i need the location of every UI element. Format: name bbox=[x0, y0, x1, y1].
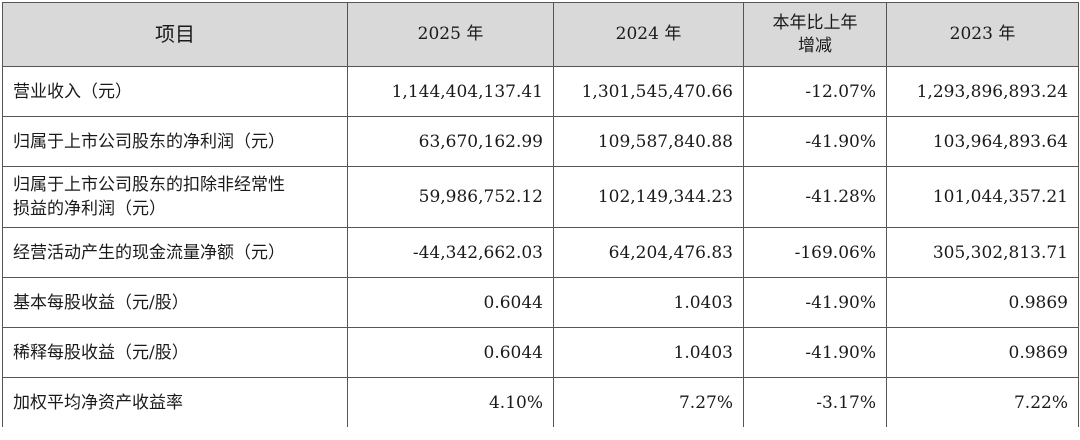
cell-2024: 1.0403 bbox=[553, 327, 744, 378]
cell-2025: 1,144,404,137.41 bbox=[347, 66, 554, 117]
cell-2024: 1.0403 bbox=[553, 277, 744, 328]
cell-2025: 4.10% bbox=[347, 377, 554, 427]
cell-change: -3.17% bbox=[743, 377, 887, 427]
header-change-line2: 增减 bbox=[798, 35, 832, 56]
header-2024: 2024 年 bbox=[553, 2, 744, 67]
cell-change: -41.28% bbox=[743, 166, 887, 228]
table-row-revenue: 营业收入（元） 1,144,404,137.41 1,301,545,470.6… bbox=[2, 66, 1079, 117]
header-2025: 2025 年 bbox=[347, 2, 554, 67]
financial-summary-table: 项目 2025 年 2024 年 本年比上年 增减 2023 年 营业收入（元）… bbox=[2, 2, 1079, 427]
cell-2024: 102,149,344.23 bbox=[553, 166, 744, 228]
cell-2024: 64,204,476.83 bbox=[553, 227, 744, 278]
cell-change: -41.90% bbox=[743, 327, 887, 378]
cell-change: -169.06% bbox=[743, 227, 887, 278]
row-label: 归属于上市公司股东的净利润（元） bbox=[2, 116, 348, 167]
table-header-row: 项目 2025 年 2024 年 本年比上年 增减 2023 年 bbox=[2, 2, 1079, 67]
row-label-line1: 归属于上市公司股东的扣除非经常性 bbox=[13, 175, 285, 195]
row-label-line2: 损益的净利润（元） bbox=[13, 199, 166, 219]
cell-2023: 7.22% bbox=[886, 377, 1079, 427]
cell-2025: -44,342,662.03 bbox=[347, 227, 554, 278]
cell-change: -41.90% bbox=[743, 116, 887, 167]
cell-2025: 0.6044 bbox=[347, 327, 554, 378]
cell-2024: 109,587,840.88 bbox=[553, 116, 744, 167]
cell-change: -41.90% bbox=[743, 277, 887, 328]
cell-2025: 59,986,752.12 bbox=[347, 166, 554, 228]
table-row-basic-eps: 基本每股收益（元/股） 0.6044 1.0403 -41.90% 0.9869 bbox=[2, 277, 1079, 328]
cell-2023: 101,044,357.21 bbox=[886, 166, 1079, 228]
header-item: 项目 bbox=[2, 2, 348, 67]
cell-change: -12.07% bbox=[743, 66, 887, 117]
row-label: 加权平均净资产收益率 bbox=[2, 377, 348, 427]
table-row-net-profit: 归属于上市公司股东的净利润（元） 63,670,162.99 109,587,8… bbox=[2, 116, 1079, 167]
header-2023: 2023 年 bbox=[886, 2, 1079, 67]
cell-2025: 63,670,162.99 bbox=[347, 116, 554, 167]
row-label: 经营活动产生的现金流量净额（元） bbox=[2, 227, 348, 278]
cell-2023: 1,293,896,893.24 bbox=[886, 66, 1079, 117]
cell-2023: 103,964,893.64 bbox=[886, 116, 1079, 167]
header-change-line1: 本年比上年 bbox=[772, 12, 858, 33]
row-label: 归属于上市公司股东的扣除非经常性 损益的净利润（元） bbox=[2, 166, 348, 228]
cell-2024: 7.27% bbox=[553, 377, 744, 427]
table-row-net-profit-deducted: 归属于上市公司股东的扣除非经常性 损益的净利润（元） 59,986,752.12… bbox=[2, 166, 1079, 228]
row-label: 稀释每股收益（元/股） bbox=[2, 327, 348, 378]
cell-2023: 305,302,813.71 bbox=[886, 227, 1079, 278]
cell-2024: 1,301,545,470.66 bbox=[553, 66, 744, 117]
table-row-diluted-eps: 稀释每股收益（元/股） 0.6044 1.0403 -41.90% 0.9869 bbox=[2, 327, 1079, 378]
table-row-weighted-roe: 加权平均净资产收益率 4.10% 7.27% -3.17% 7.22% bbox=[2, 377, 1079, 427]
row-label: 营业收入（元） bbox=[2, 66, 348, 117]
cell-2023: 0.9869 bbox=[886, 327, 1079, 378]
cell-2023: 0.9869 bbox=[886, 277, 1079, 328]
table-row-operating-cash-flow: 经营活动产生的现金流量净额（元） -44,342,662.03 64,204,4… bbox=[2, 227, 1079, 278]
row-label: 基本每股收益（元/股） bbox=[2, 277, 348, 328]
cell-2025: 0.6044 bbox=[347, 277, 554, 328]
header-change: 本年比上年 增减 bbox=[743, 2, 887, 67]
